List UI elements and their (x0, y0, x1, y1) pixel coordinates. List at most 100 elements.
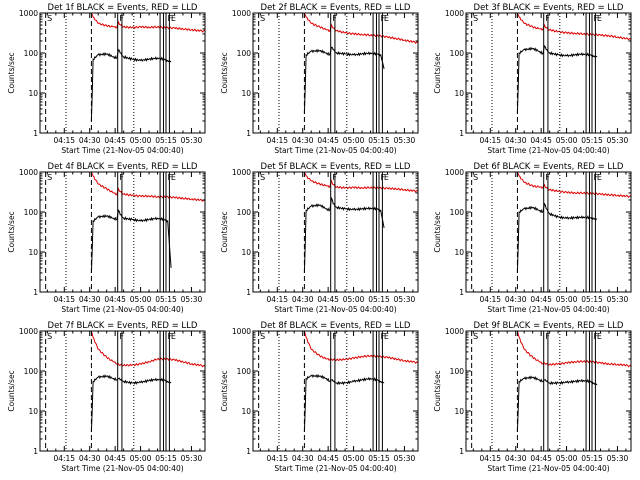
x-tick-label: 05:30 (394, 295, 416, 304)
x-tick-label: 05:15 (368, 454, 390, 463)
x-tick-label: 04:30 (505, 136, 527, 145)
series-events-line (303, 196, 385, 273)
annotation-label: F (119, 173, 124, 182)
panel-title: Det 5f BLACK = Events, RED = LLD (261, 162, 411, 172)
x-tick-label: 05:00 (343, 295, 365, 304)
annotation-label: S (47, 173, 52, 182)
panel-det-9: Det 9f BLACK = Events, RED = LLD Counts/s… (433, 321, 632, 473)
y-tick-label: 1 (246, 288, 251, 297)
x-tick-label: 04:15 (266, 295, 288, 304)
panel-title: Det 8f BLACK = Events, RED = LLD (261, 321, 411, 331)
annotation-label: E (171, 14, 176, 23)
annotation-label: E (384, 173, 389, 182)
x-tick-label: 05:30 (394, 136, 416, 145)
y-tick-label: 1 (459, 129, 464, 138)
annotation-label: S (473, 332, 478, 341)
panel-det-6: Det 6f BLACK = Events, RED = LLD Counts/s… (433, 162, 632, 314)
panel-title: Det 3f BLACK = Events, RED = LLD (474, 3, 624, 13)
y-tick-label: 100 (24, 367, 39, 376)
x-axis-label: Start Time (21-Nov-05 04:00:40) (487, 146, 609, 155)
x-tick-label: 05:30 (607, 454, 629, 463)
x-tick-label: 05:15 (368, 295, 390, 304)
annotation-label: F (168, 332, 173, 341)
y-axis-label: Counts/sec (433, 211, 442, 252)
plot-area (256, 331, 418, 451)
x-axis-label: Start Time (21-Nov-05 04:00:40) (61, 305, 183, 314)
plot-area (43, 13, 205, 133)
annotation-label: F (168, 14, 173, 23)
x-tick-label: 04:45 (104, 136, 126, 145)
series-lld-line (43, 13, 205, 33)
annotation-label: E (597, 332, 602, 341)
y-tick-label: 10 (28, 407, 38, 416)
series-events-line (516, 202, 598, 273)
panel-title: Det 7f BLACK = Events, RED = LLD (48, 321, 198, 331)
x-tick-label: 05:00 (556, 454, 578, 463)
x-tick-label: 04:30 (79, 136, 101, 145)
x-tick-label: 05:00 (343, 136, 365, 145)
x-tick-label: 05:30 (607, 295, 629, 304)
x-tick-label: 05:15 (155, 454, 177, 463)
annotation-label: F (119, 332, 124, 341)
panel-det-3: Det 3f BLACK = Events, RED = LLD Counts/s… (433, 3, 632, 155)
x-tick-label: 04:15 (479, 136, 501, 145)
panel-det-5: Det 5f BLACK = Events, RED = LLD Counts/s… (220, 162, 419, 314)
y-tick-label: 1 (246, 129, 251, 138)
annotation-label: E (597, 14, 602, 23)
axes-box (252, 330, 419, 452)
series-lld-line (256, 331, 418, 364)
y-tick-label: 1000 (19, 327, 38, 336)
y-axis-label: Counts/sec (433, 370, 442, 411)
y-axis-label: Counts/sec (7, 211, 16, 252)
y-tick-label: 100 (24, 49, 39, 58)
panel-det-7: Det 7f BLACK = Events, RED = LLD Counts/s… (7, 321, 206, 473)
x-tick-label: 04:15 (53, 136, 75, 145)
x-tick-label: 04:15 (266, 454, 288, 463)
y-tick-label: 10 (454, 407, 464, 416)
panel-title: Det 6f BLACK = Events, RED = LLD (474, 162, 624, 172)
annotation-label: E (171, 173, 176, 182)
series-lld-line (256, 172, 418, 193)
series-events-line (90, 374, 172, 432)
annotation-label: F (545, 173, 550, 182)
x-tick-label: 04:15 (53, 295, 75, 304)
annotation-label: S (473, 14, 478, 23)
x-tick-label: 05:30 (181, 295, 203, 304)
axes-box (465, 330, 632, 452)
series-events-line (516, 375, 598, 432)
x-tick-label: 04:45 (317, 454, 339, 463)
annotation-label: F (545, 14, 550, 23)
annotation-label: F (332, 173, 337, 182)
annotation-label: S (473, 173, 478, 182)
axes-box (39, 171, 206, 293)
x-axis-label: Start Time (21-Nov-05 04:00:40) (274, 146, 396, 155)
annotation-label: F (594, 332, 599, 341)
y-tick-label: 1000 (445, 9, 464, 18)
panel-title: Det 9f BLACK = Events, RED = LLD (474, 321, 624, 331)
x-tick-label: 04:30 (505, 454, 527, 463)
x-tick-label: 05:30 (607, 136, 629, 145)
annotation-label: E (597, 173, 602, 182)
y-tick-label: 1 (33, 447, 38, 456)
series-events-line (516, 44, 598, 114)
axes-box (39, 12, 206, 134)
x-axis-label: Start Time (21-Nov-05 04:00:40) (274, 464, 396, 473)
x-tick-label: 04:15 (479, 295, 501, 304)
series-lld-line (469, 331, 631, 368)
y-tick-label: 1000 (232, 9, 251, 18)
y-axis-label: Counts/sec (220, 370, 229, 411)
axes-box (39, 330, 206, 452)
panel-det-1: Det 1f BLACK = Events, RED = LLD Counts/s… (7, 3, 206, 155)
annotation-label: E (384, 332, 389, 341)
x-tick-label: 05:00 (556, 295, 578, 304)
y-tick-label: 10 (241, 407, 251, 416)
y-tick-label: 10 (241, 89, 251, 98)
x-tick-label: 04:30 (292, 295, 314, 304)
y-axis-label: Counts/sec (220, 52, 229, 93)
panel-title: Det 4f BLACK = Events, RED = LLD (48, 162, 198, 172)
x-tick-label: 05:00 (130, 136, 152, 145)
x-tick-label: 04:45 (104, 295, 126, 304)
y-axis-label: Counts/sec (220, 211, 229, 252)
annotation-label: E (384, 14, 389, 23)
